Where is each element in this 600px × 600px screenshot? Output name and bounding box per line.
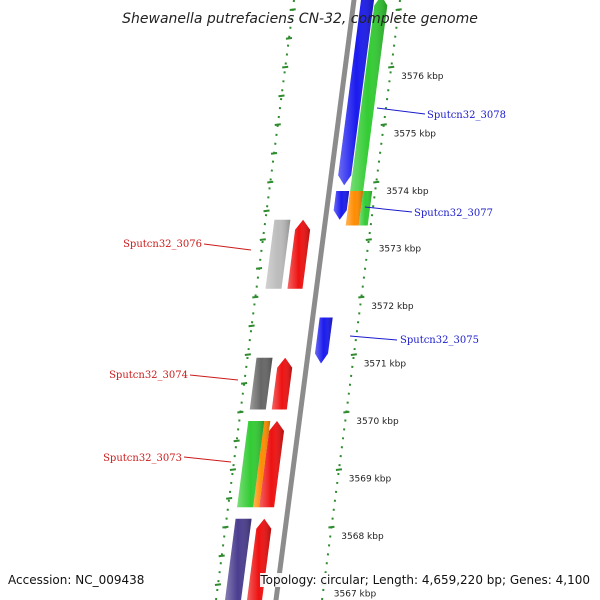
callout-line-3074 <box>189 374 239 381</box>
tick-mark <box>218 554 225 558</box>
tick-mark <box>226 496 233 500</box>
tick-mark <box>282 65 289 69</box>
gene-shading-7 <box>265 219 291 289</box>
tick-mark <box>240 381 248 385</box>
callout-line-3078 <box>376 107 426 115</box>
gene-label-sputcn32-3075[interactable]: Sputcn32_3075 <box>400 335 479 346</box>
kbp-label: 3571 kbp <box>364 360 407 370</box>
gene-features <box>225 0 388 600</box>
gene-shading-2 <box>333 191 350 220</box>
gene-shading-6 <box>287 219 311 289</box>
tick-mark <box>328 525 335 529</box>
tick-mark <box>274 123 281 126</box>
tick-mark <box>395 8 402 11</box>
tick-mark <box>373 180 380 184</box>
tick-mark <box>285 36 293 40</box>
dotted-guides <box>215 0 401 600</box>
tick-mark <box>358 295 365 299</box>
gene-shading-14 <box>225 518 252 600</box>
gene-shading-12 <box>237 421 265 508</box>
tick-mark <box>229 468 237 471</box>
genome-summary: Topology: circular; Length: 4,659,220 bp… <box>260 573 590 587</box>
tick-mark <box>259 238 266 241</box>
dotted-guide-0 <box>215 0 295 600</box>
tick-mark <box>380 123 387 126</box>
tick-mark <box>214 583 222 586</box>
callout-line-3075 <box>349 335 398 341</box>
kbp-label: 3575 kbp <box>394 130 437 140</box>
tick-mark <box>388 65 395 69</box>
gene-shading-10 <box>259 421 284 508</box>
tick-mark <box>252 295 259 299</box>
map-title: Shewanella putrefaciens CN-32, complete … <box>122 11 478 27</box>
gene-shading-11 <box>253 421 271 508</box>
genome-backbone <box>273 0 357 600</box>
tick-mark <box>255 266 263 270</box>
gene-label-sputcn32-3074[interactable]: Sputcn32_3074 <box>109 370 188 381</box>
tick-mark <box>263 209 270 213</box>
callout-line-3076 <box>203 243 252 251</box>
tick-mark <box>237 410 244 414</box>
gene-shading-5 <box>315 317 333 364</box>
kbp-label: 3568 kbp <box>341 532 384 542</box>
position-labels: 3576 kbp 3575 kbp 3574 kbp 3573 kbp 3572 kbp… <box>334 72 444 600</box>
gene-shading-9 <box>249 357 273 410</box>
accession-label: Accession: NC_009438 <box>8 573 145 587</box>
kbp-label: 3573 kbp <box>379 245 422 255</box>
kbp-label: 3576 kbp <box>401 72 444 82</box>
kbp-label: 3570 kbp <box>356 417 399 427</box>
gene-shading-0 <box>348 0 388 203</box>
tick-mark <box>289 8 296 11</box>
tick-mark <box>350 353 357 356</box>
tick-mark <box>248 324 255 328</box>
gene-shading-13 <box>247 518 272 600</box>
tick-mark <box>270 151 278 155</box>
gene-label-sputcn32-3076[interactable]: Sputcn32_3076 <box>123 239 202 250</box>
kbp-label: 3572 kbp <box>371 302 414 312</box>
tick-mark <box>267 180 274 184</box>
callout-line-3073 <box>183 456 232 463</box>
gene-label-sputcn32-3073[interactable]: Sputcn32_3073 <box>103 453 182 464</box>
gene-shading-3 <box>345 191 364 226</box>
tick-mark <box>244 353 251 356</box>
gene-label-sputcn32-3078[interactable]: Sputcn32_3078 <box>427 110 506 121</box>
tick-mark <box>335 468 343 471</box>
kbp-label: 3569 kbp <box>349 475 392 485</box>
minor-ticks <box>214 8 402 586</box>
gene-shading-8 <box>271 357 293 410</box>
tick-mark <box>233 439 240 443</box>
tick-mark <box>343 410 350 414</box>
tick-mark <box>222 525 229 529</box>
gene-shading-1 <box>338 0 375 186</box>
kbp-label: 3574 kbp <box>386 187 429 197</box>
callout-line-3077 <box>364 206 413 213</box>
dotted-guide-1 <box>321 0 401 600</box>
tick-mark <box>278 94 285 98</box>
gene-label-sputcn32-3077[interactable]: Sputcn32_3077 <box>414 208 493 219</box>
kbp-label: 3567 kbp <box>334 590 377 600</box>
gene-shading-4 <box>358 191 373 226</box>
tick-mark <box>365 238 372 241</box>
